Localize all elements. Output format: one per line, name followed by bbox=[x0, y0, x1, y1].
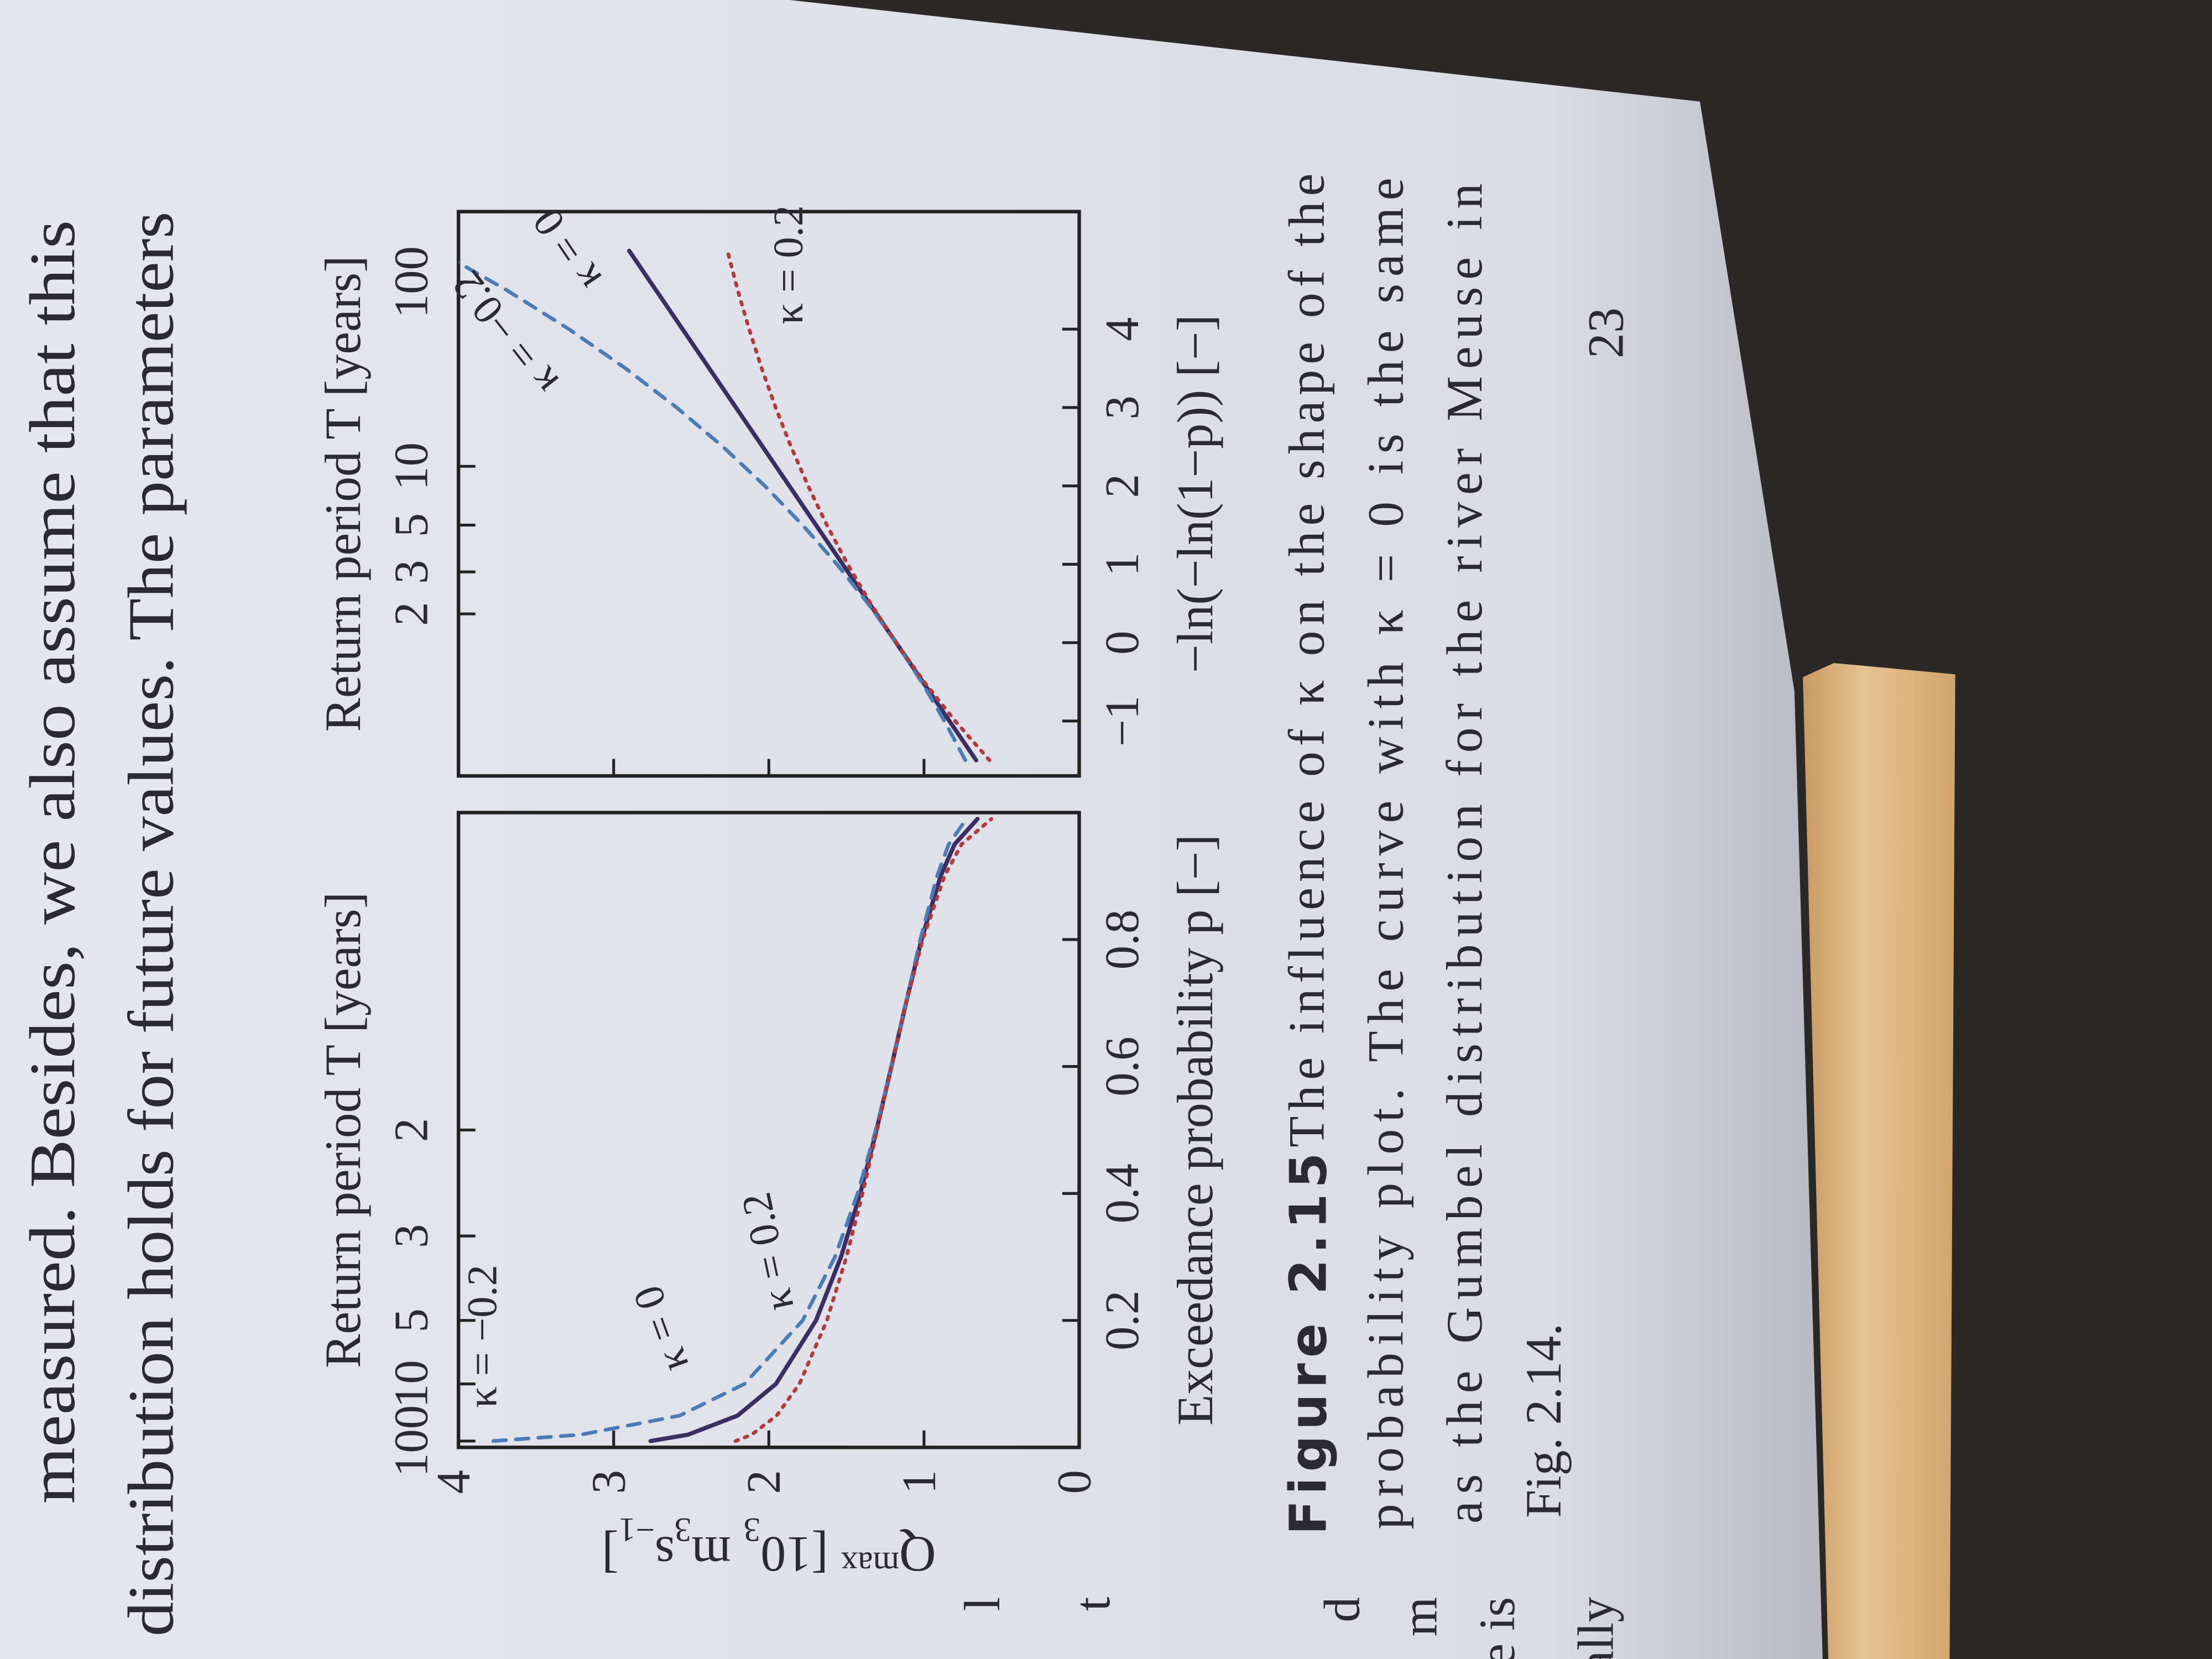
x-axis-title: Exceedance probability p [−] bbox=[1167, 834, 1223, 1426]
x-tick-label: 4 bbox=[1095, 317, 1149, 341]
y-tick-label: 3 bbox=[582, 1470, 635, 1494]
y-axis-title-part: ] bbox=[602, 1526, 619, 1583]
x2-tick-label: 10 bbox=[384, 1360, 437, 1408]
caption-line: as the Gumbel distribution for the river… bbox=[1436, 184, 1493, 1524]
caption-label: Figure 2.15 bbox=[1279, 1153, 1338, 1535]
x2-tick-label: 3 bbox=[384, 1224, 437, 1248]
curve-annotation: κ = 0.2 bbox=[765, 205, 812, 325]
x-axis-title: −ln(−ln(1−p)) [−] bbox=[1167, 315, 1223, 673]
y-axis-title-part: s bbox=[655, 1526, 675, 1583]
caption-text: Fig. 2.14. bbox=[1515, 1323, 1572, 1518]
curve bbox=[733, 817, 994, 1443]
y-axis-title-part: [10 bbox=[760, 1526, 841, 1583]
facing-page-fragment: e is bbox=[1469, 1597, 1525, 1659]
page-number: 23 bbox=[1577, 307, 1634, 358]
curve bbox=[491, 817, 968, 1443]
y-axis-title-part: 3 bbox=[744, 1511, 761, 1548]
y-tick-label: 4 bbox=[427, 1470, 480, 1494]
x-tick-label: −1 bbox=[1095, 696, 1149, 747]
x2-tick-label: 100 bbox=[384, 246, 437, 318]
x2-tick-label: 10 bbox=[384, 442, 437, 491]
y-axis-title-part: Q bbox=[899, 1526, 936, 1583]
y-axis-title-part: 3 bbox=[675, 1511, 692, 1548]
caption-line: Fig. 2.14. bbox=[1515, 1323, 1572, 1518]
y-tick-label: 0 bbox=[1047, 1470, 1100, 1494]
y-axis-title-part: max bbox=[841, 1545, 899, 1582]
x2-tick-label: 3 bbox=[384, 560, 437, 583]
x2-tick-label: 5 bbox=[384, 1308, 437, 1332]
facing-page-fragment: m bbox=[1391, 1597, 1448, 1636]
page-content: measured. Besides, we also assume that t… bbox=[17, 174, 1634, 1659]
caption-text: as the Gumbel distribution for the river… bbox=[1436, 184, 1493, 1524]
wooden-stick bbox=[1803, 662, 1955, 1659]
curve bbox=[726, 249, 992, 763]
y-tick-label: 1 bbox=[893, 1470, 946, 1494]
facing-page-fragment: t bbox=[1064, 1597, 1120, 1611]
facing-page-fragment: ally bbox=[1567, 1597, 1624, 1659]
x2-axis-title: Return period T [years] bbox=[315, 255, 371, 732]
facing-page-fragment: d bbox=[1313, 1597, 1370, 1623]
x-tick-label: 0.2 bbox=[1095, 1291, 1149, 1350]
curve-annotation: κ = −0.2 bbox=[459, 1265, 506, 1408]
x2-tick-label: 2 bbox=[384, 602, 437, 625]
x2-tick-label: 100 bbox=[384, 1405, 437, 1477]
book-page bbox=[0, 0, 1823, 1659]
x-tick-label: 0.4 bbox=[1095, 1164, 1149, 1223]
x2-tick-label: 2 bbox=[384, 1118, 437, 1142]
body-text-line: measured. Besides, we also assume that t… bbox=[17, 220, 88, 1504]
x-tick-label: 3 bbox=[1095, 395, 1149, 419]
x2-axis-title: Return period T [years] bbox=[315, 892, 371, 1368]
body-text-line: distribution holds for future values. Th… bbox=[116, 212, 187, 1637]
x-tick-label: 2 bbox=[1095, 474, 1149, 498]
x2-tick-label: 5 bbox=[384, 513, 437, 537]
y-axis-title-part: m bbox=[691, 1526, 743, 1583]
y-axis-title-part: −1 bbox=[619, 1511, 655, 1548]
x-tick-label: 0.8 bbox=[1095, 910, 1149, 969]
x-tick-label: 1 bbox=[1095, 552, 1149, 576]
x-tick-label: 0 bbox=[1095, 630, 1149, 654]
x-tick-label: 0.6 bbox=[1095, 1036, 1149, 1096]
facing-page-fragment: l bbox=[954, 1597, 1010, 1611]
y-tick-label: 2 bbox=[737, 1470, 790, 1494]
y-axis-title: Qmax [103 m3s−1] bbox=[602, 1511, 936, 1583]
